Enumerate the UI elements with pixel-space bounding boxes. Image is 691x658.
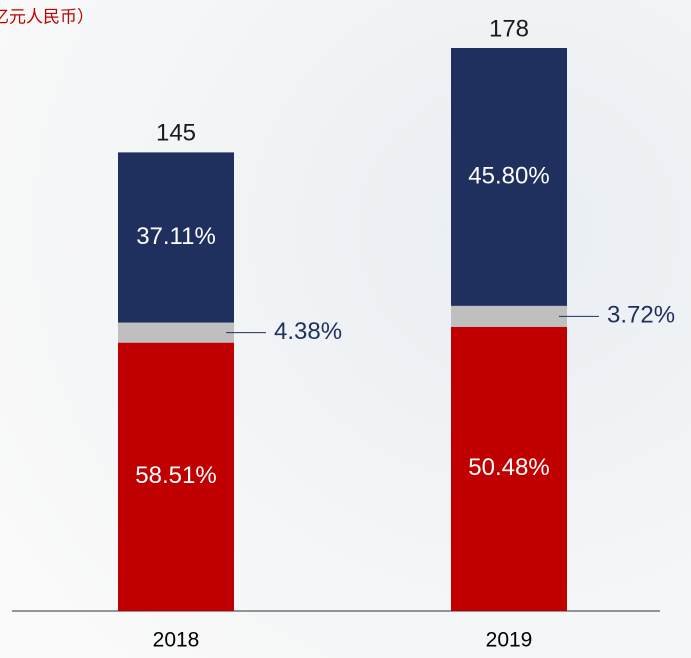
x-tick-label: 2019 xyxy=(486,629,533,652)
value-label: 45.80% xyxy=(468,162,549,189)
value-label: 4.38% xyxy=(274,318,342,345)
value-label: 50.48% xyxy=(468,454,549,481)
value-label: 3.72% xyxy=(607,302,675,329)
value-label: 37.11% xyxy=(136,223,216,250)
bar-segment xyxy=(451,306,567,327)
total-label: 145 xyxy=(156,120,196,147)
chart-title: 亿元人民币） xyxy=(0,8,94,28)
bar-segment xyxy=(118,323,234,343)
background xyxy=(0,0,691,658)
total-label: 178 xyxy=(489,15,529,42)
page: {"chart_data": {"type": "stacked-bar-per… xyxy=(0,0,691,658)
x-tick-label: 2018 xyxy=(153,629,200,652)
chart: 亿元人民币） 2018 145 58.51% 4.38% 37.11% 2019 178 50… xyxy=(0,0,691,658)
value-label: 58.51% xyxy=(135,462,216,489)
